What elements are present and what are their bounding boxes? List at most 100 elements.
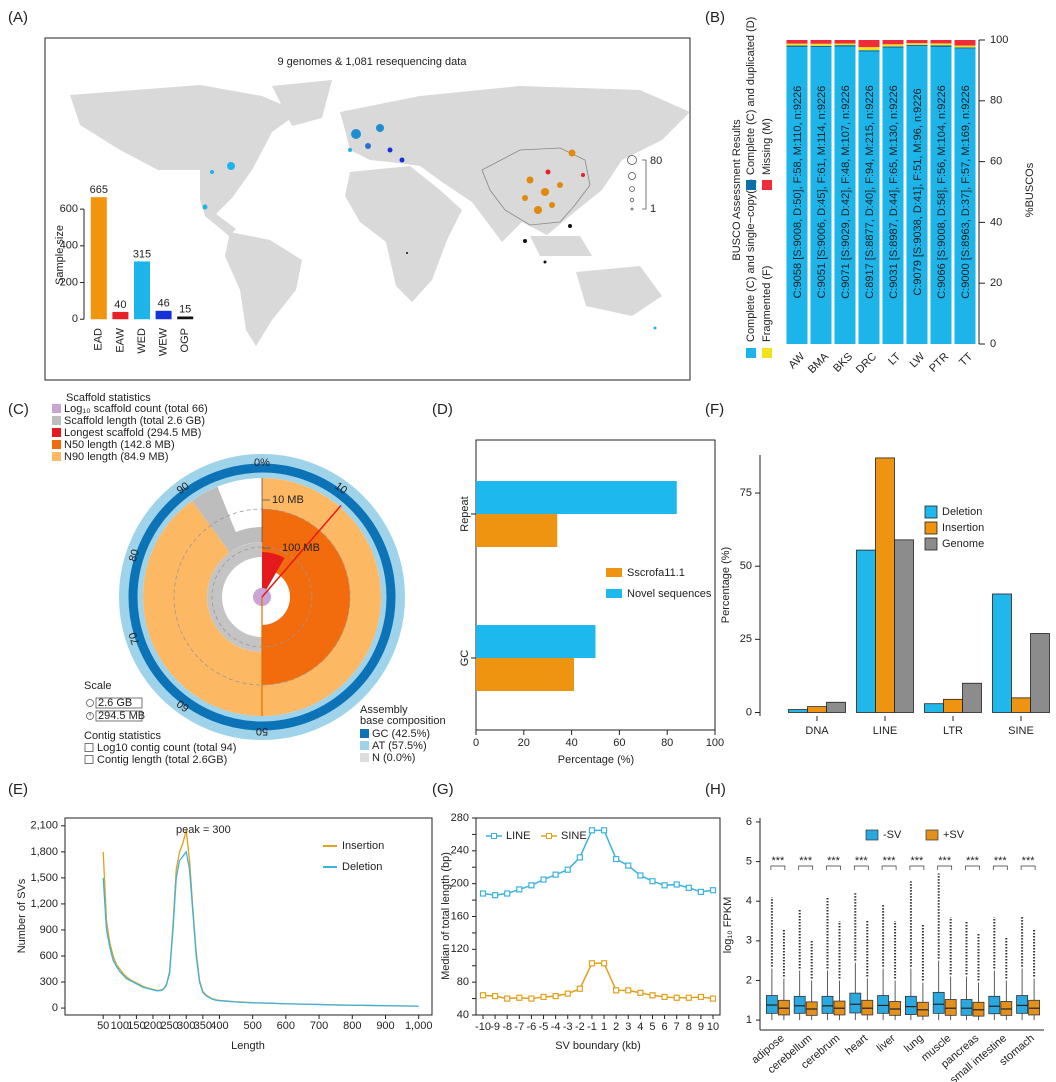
x-tick-label: -6	[527, 1021, 537, 1033]
significance-bracket	[798, 865, 814, 870]
box	[988, 995, 1001, 1015]
bar	[962, 682, 982, 713]
panel-label: (E)	[8, 781, 28, 798]
point	[709, 995, 717, 1002]
bar-segment	[954, 45, 976, 48]
world-map	[70, 80, 690, 346]
bar-segment	[882, 40, 904, 45]
significance: ***	[994, 855, 1008, 867]
x-tick-label: WEW	[158, 327, 170, 356]
x-tick-label: 6	[662, 1021, 668, 1033]
ring-tick-label: 0%	[254, 457, 270, 469]
y-tick-label: 6	[746, 816, 752, 828]
x-tick-label: 2	[613, 1021, 619, 1033]
y-tick-label: 1,500	[30, 872, 58, 884]
x-tick-label: PTR	[927, 351, 951, 375]
x-tick-label: DRC	[854, 351, 879, 376]
x-tick-label: LINE	[873, 725, 897, 737]
bar	[788, 709, 808, 713]
series-line	[102, 829, 419, 1007]
x-tick-label: 100	[111, 1020, 129, 1032]
y-tick-label: 0	[746, 706, 752, 718]
value-label: 315	[133, 248, 151, 260]
x-axis-title: Length	[231, 1040, 265, 1052]
bar-segment	[786, 43, 808, 46]
bar-segment	[882, 44, 904, 47]
y-tick-label: 280	[451, 812, 469, 824]
contig-title: Contig statistics	[84, 730, 162, 742]
composition-title: Assembly	[360, 704, 408, 716]
bar-segment	[882, 47, 904, 345]
bar-label: C:9058 [S:9008, D:50], F:58, M:110, n:92…	[792, 86, 804, 299]
bar-segment	[858, 47, 880, 51]
x-tick-label: -2	[575, 1021, 585, 1033]
point	[625, 862, 632, 869]
bar-segment	[906, 43, 928, 45]
bar-segment	[810, 39, 832, 44]
y-axis-title: Percentage (%)	[720, 547, 732, 623]
point	[504, 995, 511, 1002]
bar	[155, 310, 172, 320]
box	[944, 999, 957, 1016]
legend-swatch	[746, 348, 756, 358]
x-tick-label: 700	[310, 1020, 328, 1032]
significance-bracket	[770, 865, 786, 870]
legend-marker	[491, 833, 497, 839]
x-tick-label: 100	[706, 737, 724, 749]
bar	[476, 625, 596, 658]
legend-title: BUSCO Assessment Results	[731, 119, 743, 261]
x-tick-label: liver	[875, 1032, 898, 1054]
legend-label: Complete (C) and single−copy(S)	[745, 179, 757, 342]
x-tick-label: 5	[649, 1021, 655, 1033]
point	[649, 878, 656, 885]
ring-tick-label: 10	[332, 480, 349, 497]
legend-swatch	[606, 568, 622, 577]
significance-bracket	[826, 865, 841, 870]
y-axis-title: %BUSCOs	[1024, 162, 1036, 217]
x-tick-label: 40	[565, 737, 577, 749]
plot-frame	[64, 817, 433, 1016]
point	[600, 960, 608, 967]
bar	[826, 701, 846, 713]
y-tick-label: 40	[457, 1009, 469, 1021]
legend-swatch	[925, 829, 939, 841]
point	[504, 890, 511, 897]
box	[932, 991, 945, 1014]
point	[516, 994, 523, 1001]
x-axis-title: SV boundary (kb)	[555, 1040, 641, 1052]
x-tick-label: LW	[908, 350, 928, 370]
x-tick-label: -4	[551, 1021, 561, 1033]
x-tick-label: 4	[637, 1021, 643, 1033]
panel-label: (D)	[432, 401, 453, 418]
significance: ***	[883, 855, 897, 867]
legend-label: N50 length (142.8 MB)	[64, 439, 175, 451]
legend-swatch	[360, 753, 369, 762]
legend-swatch	[865, 829, 879, 841]
contig-label: Contig length (total 2.6GB)	[97, 754, 227, 766]
value-label: 665	[90, 184, 108, 196]
y-tick-label: Repeat	[459, 496, 471, 531]
y-tick-label: GC	[459, 650, 471, 667]
y-tick-label: 25	[740, 633, 752, 645]
size-legend	[627, 155, 647, 211]
legend-swatch	[606, 589, 622, 598]
point	[673, 994, 680, 1001]
legend-label: Complete (C) and duplicated (D)	[745, 17, 757, 175]
significance-bracket	[1020, 865, 1036, 870]
legend-swatch	[924, 521, 938, 535]
y-tick-label: 160	[451, 910, 469, 922]
bar	[807, 706, 827, 713]
bar-segment	[834, 45, 856, 47]
y-tick-label: 75	[740, 487, 752, 499]
x-tick-label: 7	[674, 1021, 680, 1033]
y-tick-label: 200	[60, 276, 78, 288]
value-label: 15	[179, 303, 191, 315]
x-tick-label: DNA	[805, 725, 829, 737]
bar-segment	[810, 43, 832, 46]
y-tick-label: 200	[451, 878, 469, 890]
point	[516, 886, 523, 893]
y-axis-title: Median of total length (bp)	[440, 852, 452, 980]
bar-segment	[906, 44, 928, 47]
bar-segment	[786, 45, 808, 48]
panel-label: (H)	[705, 781, 726, 798]
